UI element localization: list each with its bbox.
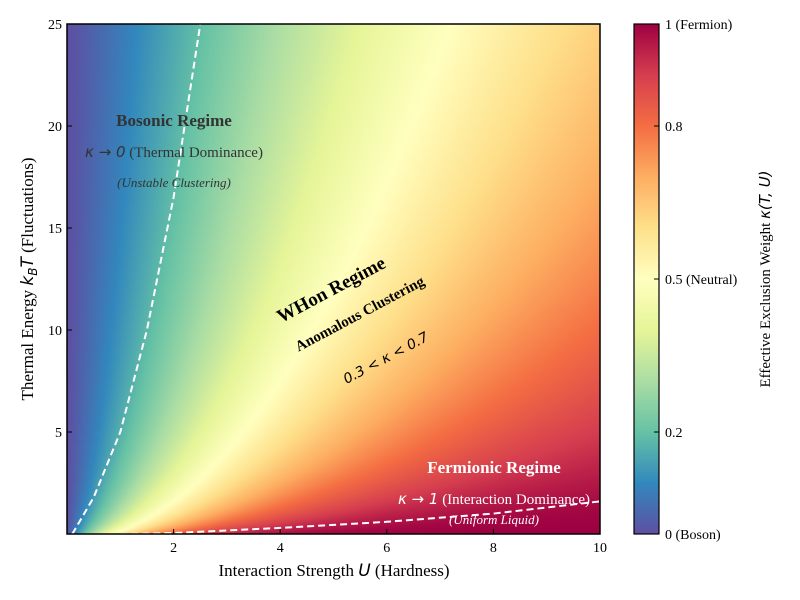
fermionic-regime-title: Fermionic Regime <box>427 458 561 477</box>
plot-frame <box>66 23 601 535</box>
colorbar-tick-label: 0.5 (Neutral) <box>665 273 738 288</box>
x-axis-label: Interaction Strength U (Hardness) <box>218 561 449 581</box>
x-tick-label: 8 <box>490 541 497 556</box>
x-axis-ticks: 2 4 6 8 10 <box>170 529 607 556</box>
x-tick-label: 6 <box>383 541 390 556</box>
fermion-boundary-curve <box>120 500 600 534</box>
bosonic-regime-note: (Unstable Clustering) <box>117 175 231 190</box>
heatmap-image <box>67 24 600 534</box>
colorbar-tick-label: 0 (Boson) <box>665 528 721 543</box>
fermionic-regime-note: (Uniform Liquid) <box>449 512 539 527</box>
colorbar-label: Effective Exclusion Weight κ(T, U) <box>756 170 774 387</box>
y-tick-label: 20 <box>48 120 62 135</box>
colorbar-ticks: 0 (Boson) 0.2 0.5 (Neutral) 0.8 1 (Fermion) <box>654 18 738 543</box>
bosonic-regime-title: Bosonic Regime <box>116 111 232 130</box>
colorbar-tick-label: 0.2 <box>665 426 683 441</box>
y-axis-ticks: 5 10 15 20 25 <box>48 18 72 441</box>
y-axis-label: Thermal Energy kBT (Fluctuations) <box>18 158 40 401</box>
colorbar-tick-label: 1 (Fermion) <box>665 18 733 33</box>
boson-boundary-curve <box>71 24 202 534</box>
x-tick-label: 10 <box>593 541 607 556</box>
x-tick-label: 2 <box>170 541 177 556</box>
x-tick-label: 4 <box>277 541 284 556</box>
y-tick-label: 5 <box>55 426 62 441</box>
fermionic-regime-desc: κ → 1 (Interaction Dominance) <box>398 490 590 508</box>
y-tick-label: 10 <box>48 324 62 339</box>
y-tick-label: 25 <box>48 18 62 33</box>
heatmap-field <box>67 24 600 534</box>
colorbar-tick-label: 0.8 <box>665 120 683 135</box>
y-tick-label: 15 <box>48 222 62 237</box>
bosonic-regime-desc: κ → 0 (Thermal Dominance) <box>85 143 263 161</box>
